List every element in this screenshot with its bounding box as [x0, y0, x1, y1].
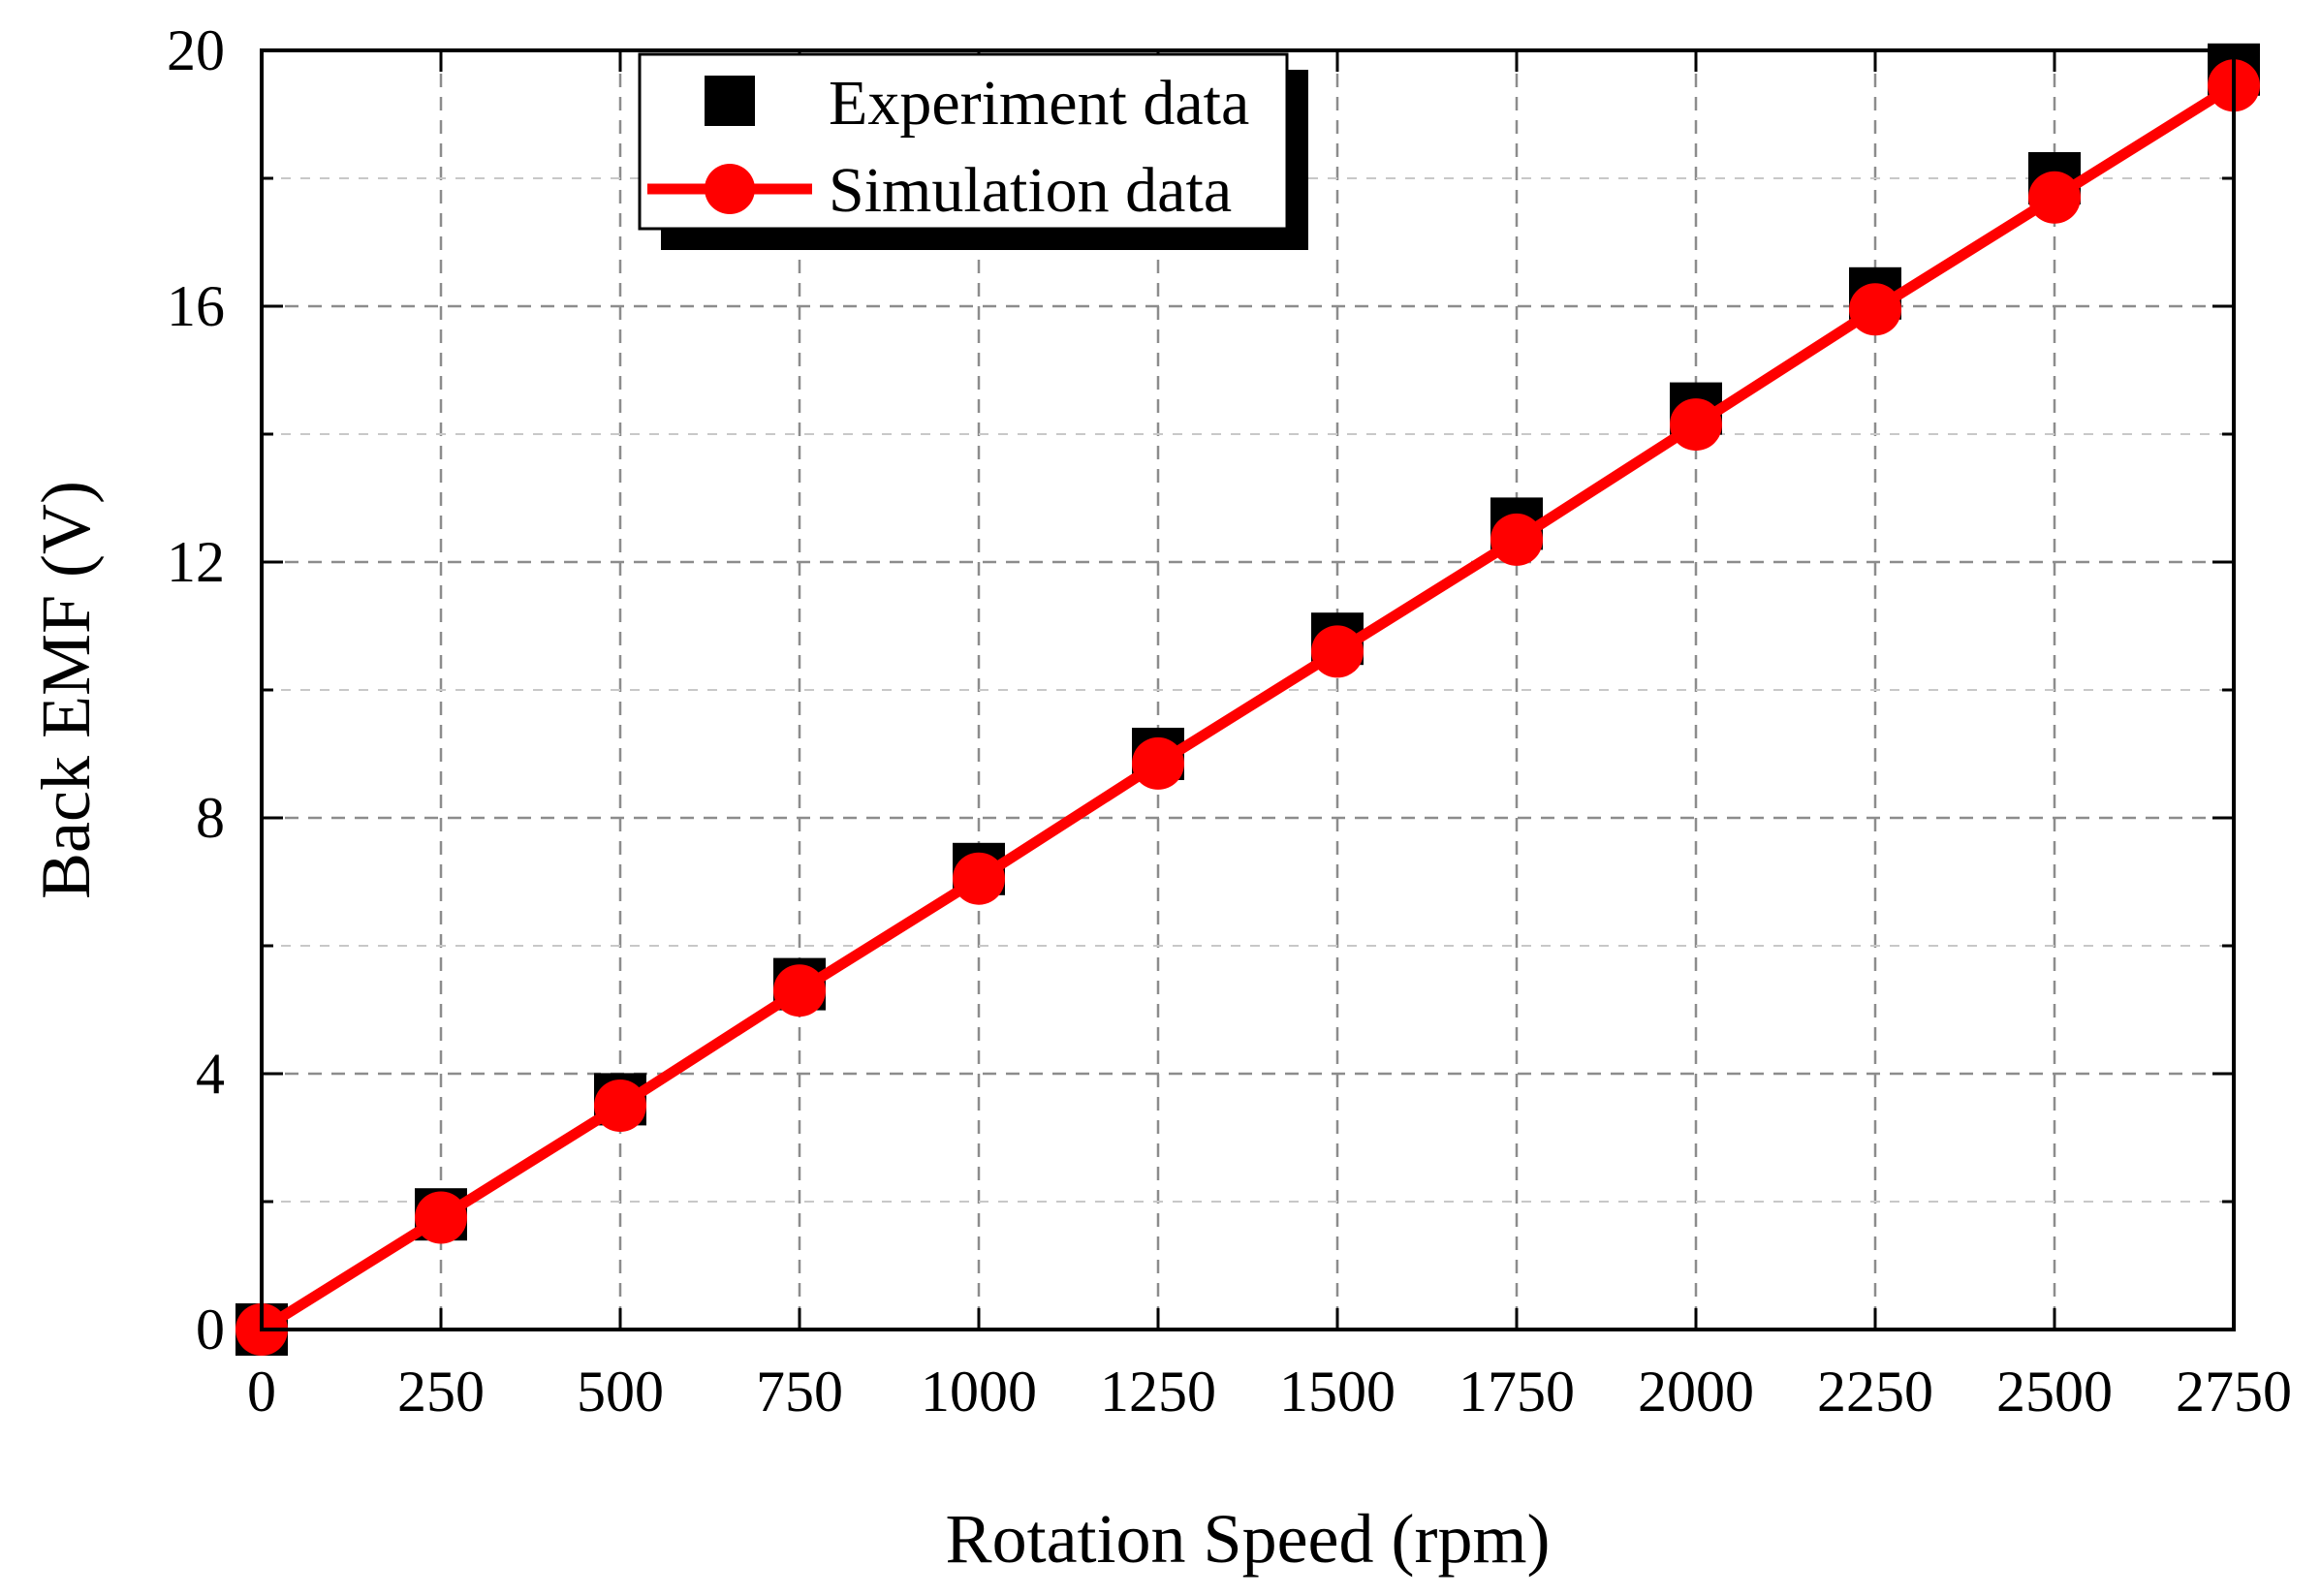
simulation-point — [1670, 398, 1722, 452]
legend-marker-experiment — [705, 76, 755, 126]
legend-marker-simulation — [705, 164, 755, 214]
simulation-point — [1132, 736, 1184, 790]
x-tick-label: 1250 — [1100, 1360, 1216, 1424]
y-tick-label: 4 — [196, 1042, 225, 1106]
simulation-line — [259, 80, 2237, 1334]
legend-label-experiment: Experiment data — [829, 68, 1249, 139]
series-simulation — [235, 59, 2260, 1356]
tick-labels: 0 250 500 750 1000 1250 1500 1750 2000 2250 2500 27… — [167, 18, 2292, 1424]
x-axis-title: Rotation Speed (rpm) — [946, 1500, 1551, 1578]
y-tick-label: 8 — [196, 786, 225, 850]
x-tick-label: 1500 — [1279, 1360, 1396, 1424]
simulation-point — [2028, 171, 2081, 224]
simulation-point — [773, 964, 826, 1017]
simulation-point — [1311, 625, 1364, 678]
y-tick-label: 20 — [167, 18, 225, 82]
x-tick-label: 1750 — [1458, 1360, 1575, 1424]
legend-label-simulation: Simulation data — [829, 155, 1232, 226]
x-tick-label: 2000 — [1638, 1360, 1754, 1424]
simulation-point — [953, 852, 1005, 905]
series-layer — [235, 43, 2260, 1356]
x-tick-label: 2500 — [1996, 1360, 2113, 1424]
x-tick-label: 750 — [756, 1360, 843, 1424]
y-tick-label: 16 — [167, 274, 225, 338]
x-tick-label: 500 — [577, 1360, 664, 1424]
simulation-point — [1490, 513, 1543, 566]
x-tick-label: 250 — [397, 1360, 485, 1424]
grid — [262, 50, 2234, 1330]
simulation-point — [415, 1191, 467, 1244]
y-tick-label: 12 — [167, 530, 225, 594]
simulation-point — [1849, 283, 1901, 336]
y-axis-title: Back EMF (V) — [27, 481, 105, 899]
simulation-point — [594, 1080, 646, 1132]
x-tick-label: 2750 — [2176, 1360, 2292, 1424]
x-tick-label: 1000 — [921, 1360, 1037, 1424]
y-tick-label: 0 — [196, 1298, 225, 1361]
x-tick-label: 0 — [247, 1360, 276, 1424]
x-tick-label: 2250 — [1817, 1360, 1933, 1424]
legend: Experiment data Simulation data — [638, 52, 1308, 250]
